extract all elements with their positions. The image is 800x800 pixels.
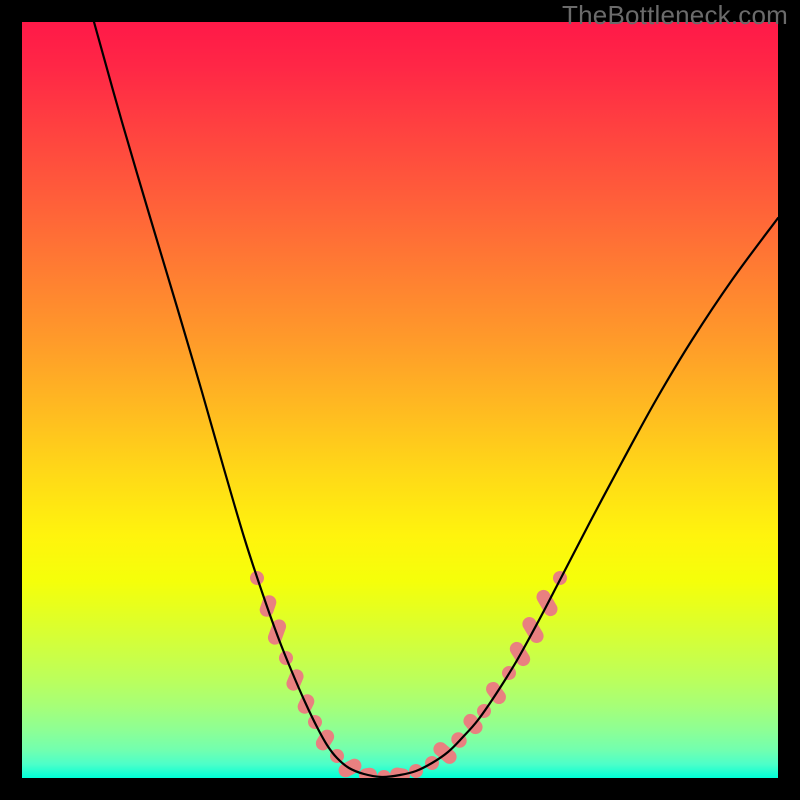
- gradient-background: [22, 22, 778, 778]
- bottleneck-chart-svg: [22, 22, 778, 778]
- chart-stage: TheBottleneck.com: [0, 0, 800, 800]
- plot-area: [22, 22, 778, 778]
